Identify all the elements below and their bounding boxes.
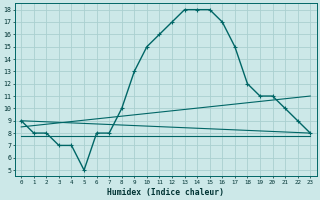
- X-axis label: Humidex (Indice chaleur): Humidex (Indice chaleur): [107, 188, 224, 197]
